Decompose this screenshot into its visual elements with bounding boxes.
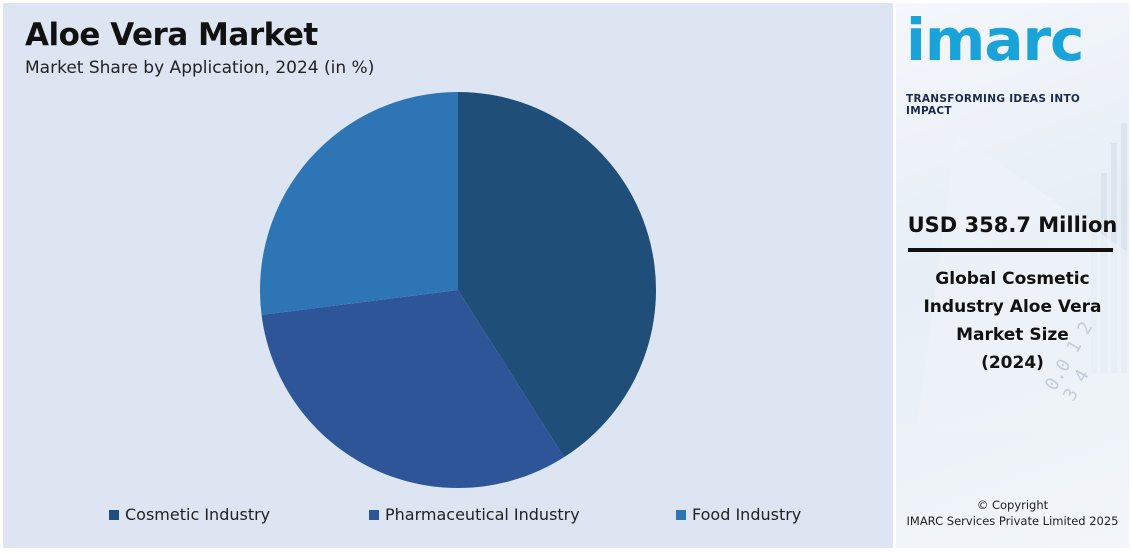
pie-chart [260, 91, 657, 488]
legend-label-cosmetic: Cosmetic Industry [125, 505, 271, 524]
chart-panel: Aloe Vera Market Market Share by Applica… [3, 3, 893, 548]
market-value: USD 358.7 Million [907, 213, 1118, 237]
chart-title: Aloe Vera Market [25, 17, 318, 53]
pie-slice-pharmaceutical [261, 290, 565, 488]
legend-swatch-food [676, 509, 686, 520]
copyright: © Copyright IMARC Services Private Limit… [896, 497, 1129, 529]
market-desc-line: Global Cosmetic [935, 269, 1090, 289]
market-desc-line: Industry Aloe Vera [923, 297, 1102, 317]
copyright-line: IMARC Services Private Limited 2025 [906, 514, 1119, 528]
legend-label-pharmaceutical: Pharmaceutical Industry [385, 505, 580, 524]
market-desc-line: (2024) [981, 353, 1044, 373]
legend-item-cosmetic: Cosmetic Industry [109, 505, 270, 524]
side-panel: 0.0 1 2 3 4 imarc TRANSFORMING IDEAS INT… [896, 3, 1129, 548]
legend-swatch-pharmaceutical [369, 509, 379, 520]
divider [908, 248, 1113, 252]
copyright-line: © Copyright [976, 498, 1049, 512]
chart-subtitle: Market Share by Application, 2024 (in %) [25, 58, 375, 78]
legend-item-pharmaceutical: Pharmaceutical Industry [369, 505, 580, 524]
market-description: Global Cosmetic Industry Aloe Vera Marke… [906, 265, 1119, 377]
decorative-background-graphic [916, 123, 1129, 433]
legend-item-food: Food Industry [676, 505, 801, 524]
pie-slice-food [260, 91, 458, 315]
market-desc-line: Market Size [956, 325, 1069, 345]
legend-swatch-cosmetic [109, 509, 119, 520]
logo-tagline: TRANSFORMING IDEAS INTO IMPACT [906, 93, 1081, 117]
legend-label-food: Food Industry [692, 505, 802, 524]
imarc-logo: imarc [906, 6, 1084, 74]
pie-slice-cosmetic [458, 92, 657, 458]
